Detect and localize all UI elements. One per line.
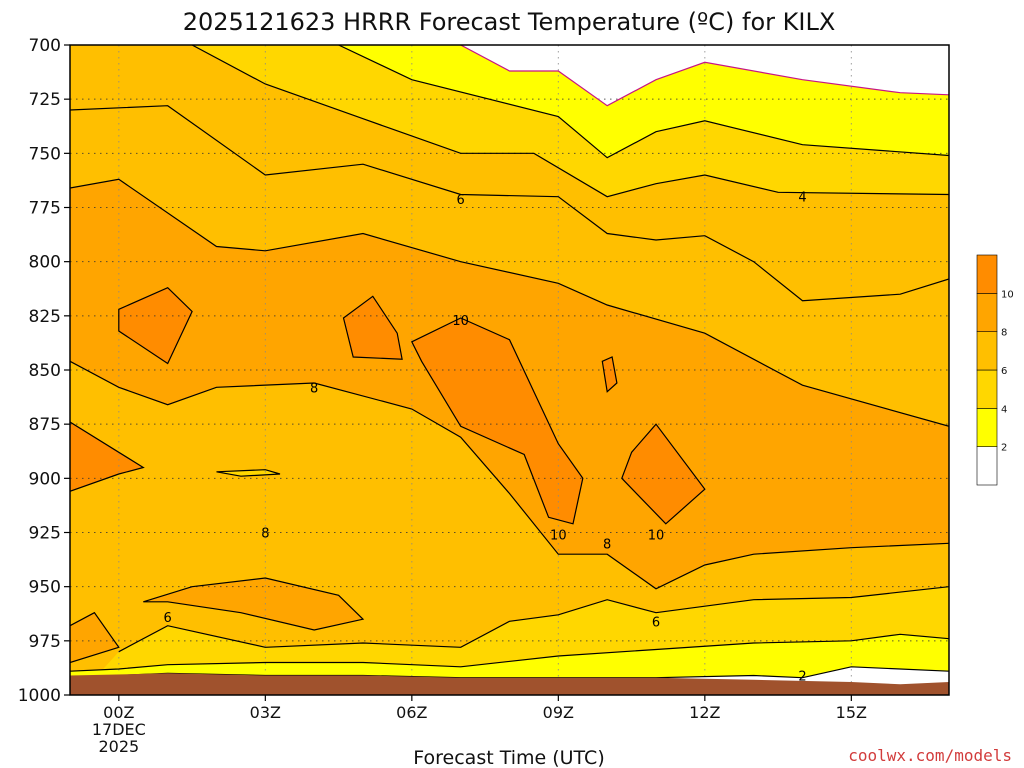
contour-4-4 (70, 633, 949, 672)
temperature-pocket-7 (70, 422, 144, 492)
y-tick-label-750: 750 (29, 144, 61, 164)
y-tick-label-850: 850 (29, 361, 61, 381)
x-tick-label-00Z: 00Z (103, 703, 134, 722)
temperature-pocket-2 (118, 287, 193, 364)
colorbar-swatch-4 (976, 293, 998, 332)
temperature-band-upper-2 (70, 45, 949, 158)
x-tick-label-03Z: 03Z (250, 703, 281, 722)
temperature-pocket-4 (411, 318, 583, 524)
plot-area: 6 4 10 8 8 10 8 10 6 6 2 (70, 45, 949, 695)
contour-8-10 (70, 611, 120, 664)
contour-label-10: 2 (798, 670, 806, 685)
x-axis-title: Forecast Time (UTC) (413, 747, 604, 768)
colorbar-label-4: 4 (1001, 404, 1007, 415)
contour-6-17 (216, 469, 281, 477)
contour-4-3 (191, 45, 949, 198)
colorbar-label-10: 10 (1001, 289, 1014, 300)
x-tick-label-06Z: 06Z (396, 703, 427, 722)
contour-label-8: 6 (164, 611, 172, 626)
contour-label-0: 6 (457, 193, 465, 208)
contour-10-11 (118, 286, 193, 365)
temperature-band-upper-3 (70, 45, 949, 106)
y-tick-label-800: 800 (29, 253, 61, 273)
y-axis: 700 725 750 775 800 825 850 875 900 925 950 975 1000 (18, 36, 70, 706)
contour-label-6: 8 (603, 537, 611, 552)
y-tick-label-775: 775 (29, 199, 61, 219)
contour-6-5 (70, 105, 949, 302)
y-tick-label-950: 950 (29, 578, 61, 598)
contour-10-15 (601, 356, 618, 393)
contour-label-3: 8 (310, 381, 318, 396)
contour-label-5: 10 (550, 529, 567, 544)
contour-8-7 (70, 178, 949, 427)
y-tick-label-900: 900 (29, 469, 61, 489)
temperature-pocket-1 (70, 612, 119, 663)
colorbar-swatch-1 (976, 408, 998, 447)
y-tick-label-975: 975 (29, 632, 61, 652)
x-tick-sublabel-00Z-0: 17DEC (92, 720, 146, 739)
contour-label-4: 8 (261, 527, 269, 542)
colorbar: 2 4 6 8 10 (976, 254, 1014, 486)
colorbar-label-6: 6 (1001, 366, 1007, 377)
contour-label-2: 10 (452, 314, 469, 329)
colorbar-swatch-2 (976, 369, 998, 409)
y-tick-label-725: 725 (29, 90, 61, 110)
contour-8-9 (143, 577, 365, 631)
contour-label-7: 10 (648, 529, 665, 544)
contour-label-1: 4 (798, 191, 806, 206)
x-tick-sublabel-00Z-1: 2025 (98, 737, 139, 756)
temperature-pocket-0 (143, 578, 363, 630)
contour-6-6 (118, 586, 949, 653)
y-tick-label-925: 925 (29, 524, 61, 544)
contour-10-12 (342, 295, 403, 360)
chart-title: 2025121623 HRRR Forecast Temperature (ºC… (183, 8, 836, 36)
contour-0-0 (460, 45, 949, 107)
y-tick-label-875: 875 (29, 415, 61, 435)
colorbar-label-2: 2 (1001, 443, 1007, 454)
x-tick-label-09Z: 09Z (543, 703, 574, 722)
temperature-pocket-3 (343, 296, 403, 360)
y-tick-label-700: 700 (29, 36, 61, 56)
contour-8-8 (70, 360, 949, 590)
colorbar-swatch-5 (976, 254, 998, 294)
x-tick-label-15Z: 15Z (836, 703, 867, 722)
contour-10-13 (410, 317, 584, 525)
y-tick-label-1000: 1000 (18, 686, 61, 706)
contour-6-16 (70, 421, 145, 492)
credit-text: coolwx.com/models (848, 746, 1012, 765)
colorbar-swatch-0 (976, 446, 998, 486)
colorbar-label-8: 8 (1001, 328, 1007, 339)
y-tick-label-825: 825 (29, 307, 61, 327)
colorbar-swatch-3 (976, 331, 998, 371)
contour-2-1 (338, 45, 949, 159)
contour-10-14 (621, 423, 706, 525)
ground-surface (70, 673, 949, 695)
x-tick-label-12Z: 12Z (689, 703, 720, 722)
contour-label-9: 6 (652, 615, 660, 630)
